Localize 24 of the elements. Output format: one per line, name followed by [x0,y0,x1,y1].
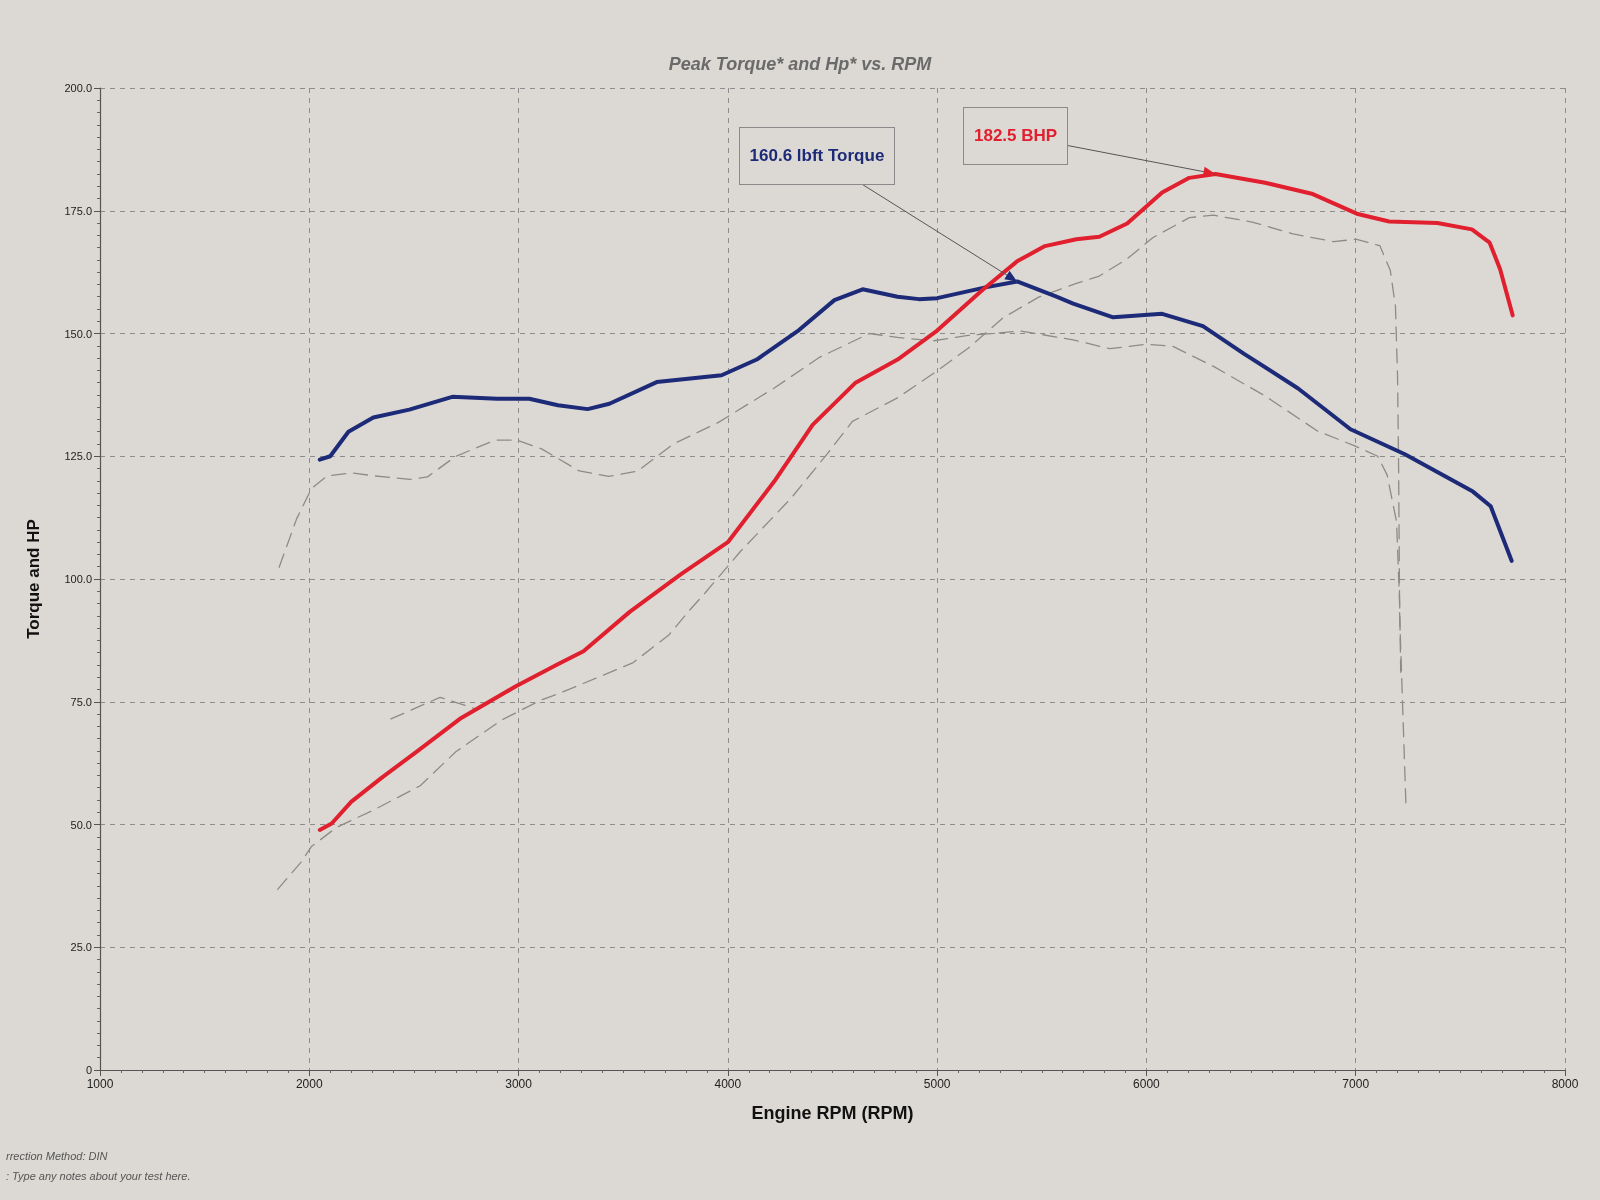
chart-title: Peak Torque* and Hp* vs. RPM [668,54,933,74]
y-tick-label: 75.0 [70,695,92,708]
x-tick-label: 7000 [1342,1077,1370,1091]
x-tick-label: 5000 [923,1077,951,1091]
x-axis-title: Engine RPM (RPM) [751,1103,914,1123]
x-tick-label: 2000 [295,1077,323,1091]
y-tick-label: 200.0 [64,82,92,94]
y-tick-label: 150.0 [64,327,92,340]
y-tick-label: 25.0 [70,941,92,954]
annotation: 182.5 BHP [973,126,1058,145]
x-tick-label: 3000 [505,1077,533,1091]
y-tick-label: 125.0 [64,450,92,463]
y-axis-title: Torque and HP [24,519,43,639]
text: rrection Method: DIN [6,1150,108,1162]
x-tick-label: 6000 [1133,1077,1161,1091]
y-tick-label: 50.0 [70,818,92,831]
y-tick-label: 100.0 [64,573,92,585]
text: : Type any notes about your test here. [6,1170,191,1182]
x-tick-label: 8000 [1551,1077,1579,1091]
y-tick-label: 175.0 [64,204,92,217]
y-tick-label: 0 [85,1064,92,1076]
annotation: 160.6 lbft Torque [749,146,885,166]
x-tick-label: 1000 [86,1077,114,1091]
x-tick-label: 4000 [714,1077,742,1091]
